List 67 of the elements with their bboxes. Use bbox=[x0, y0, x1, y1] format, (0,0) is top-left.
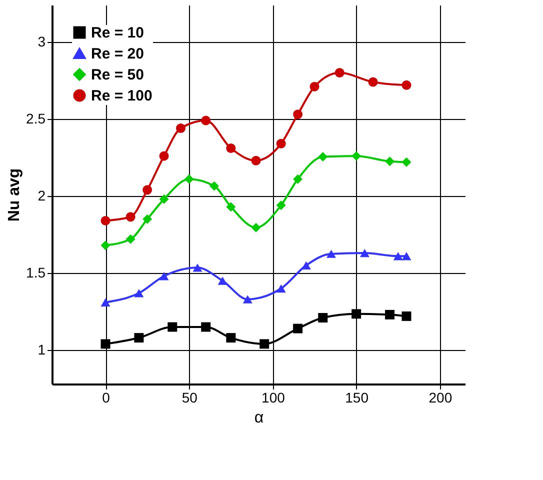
point bbox=[159, 272, 169, 280]
point bbox=[142, 214, 152, 224]
legend-label: Re = 50 bbox=[91, 66, 144, 84]
point bbox=[352, 151, 362, 161]
point bbox=[100, 339, 110, 349]
point bbox=[393, 252, 403, 260]
point bbox=[276, 138, 286, 148]
legend-label: Re = 20 bbox=[91, 46, 144, 62]
point bbox=[318, 152, 328, 162]
point bbox=[318, 313, 328, 322]
point bbox=[159, 151, 169, 161]
y-tick-label: 2 bbox=[38, 188, 46, 204]
point bbox=[218, 276, 228, 285]
point bbox=[159, 194, 169, 204]
point bbox=[276, 284, 286, 293]
point bbox=[226, 144, 236, 154]
point bbox=[251, 222, 261, 232]
y-tick-label: 1.5 bbox=[26, 264, 46, 281]
point bbox=[126, 212, 136, 222]
point bbox=[100, 240, 110, 250]
point bbox=[126, 234, 136, 244]
point bbox=[168, 322, 178, 332]
point bbox=[301, 261, 311, 270]
point bbox=[251, 156, 261, 166]
point bbox=[209, 181, 219, 191]
point bbox=[142, 185, 152, 195]
point bbox=[260, 339, 270, 349]
y-axis-title: Nu avg bbox=[6, 168, 24, 222]
point bbox=[134, 288, 144, 298]
point bbox=[326, 250, 336, 258]
point bbox=[293, 324, 303, 334]
x-tick-label: 150 bbox=[345, 390, 369, 406]
y-tick-label: 1 bbox=[38, 342, 46, 358]
point bbox=[201, 322, 211, 332]
point bbox=[293, 110, 303, 120]
point bbox=[385, 156, 394, 166]
point bbox=[100, 298, 110, 306]
point bbox=[134, 333, 144, 343]
point bbox=[352, 309, 362, 319]
point bbox=[276, 200, 286, 210]
legend-label: Re = 10 bbox=[91, 24, 144, 42]
point bbox=[242, 295, 252, 304]
point bbox=[385, 310, 394, 320]
point bbox=[226, 333, 236, 343]
legend-label: Re = 100 bbox=[91, 88, 152, 104]
point bbox=[192, 264, 202, 272]
point bbox=[100, 216, 110, 226]
x-tick-label: 100 bbox=[262, 390, 286, 406]
x-tick-label: 200 bbox=[428, 390, 452, 406]
point bbox=[402, 80, 412, 90]
point bbox=[176, 124, 186, 133]
y-tick-label: 3 bbox=[38, 33, 46, 50]
point bbox=[402, 157, 412, 167]
point bbox=[402, 252, 412, 260]
point bbox=[402, 311, 412, 321]
point bbox=[310, 82, 320, 92]
point bbox=[293, 174, 303, 184]
point bbox=[360, 248, 370, 258]
x-tick-label: 50 bbox=[182, 390, 198, 406]
point bbox=[368, 77, 378, 87]
x-tick-label: 0 bbox=[102, 390, 110, 406]
point bbox=[334, 68, 344, 78]
point bbox=[184, 174, 194, 184]
point bbox=[226, 202, 236, 212]
point bbox=[201, 116, 211, 126]
y-tick-label: 2.5 bbox=[26, 110, 46, 127]
x-axis-title: α bbox=[254, 410, 264, 426]
